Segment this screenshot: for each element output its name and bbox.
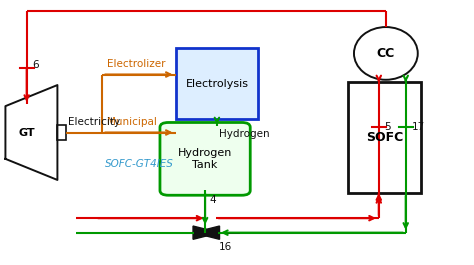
Text: 6: 6 (32, 60, 39, 70)
Bar (175, 48, 258, 119)
Text: SOFC: SOFC (366, 131, 403, 144)
Text: CC: CC (377, 47, 395, 60)
Polygon shape (193, 226, 219, 239)
Text: SOFC-GT4IES: SOFC-GT4IES (105, 159, 173, 169)
FancyBboxPatch shape (160, 122, 250, 195)
Text: 16: 16 (219, 242, 232, 252)
Text: Hydrogen
Tank: Hydrogen Tank (178, 148, 232, 170)
Text: Hydrogen: Hydrogen (219, 129, 270, 139)
Bar (57, 125, 66, 140)
Text: Electrolizer: Electrolizer (107, 59, 165, 69)
Polygon shape (193, 226, 219, 239)
Text: Electricity: Electricity (68, 117, 120, 127)
Bar (348, 82, 421, 193)
Text: 4: 4 (210, 195, 217, 205)
Text: Electrolysis: Electrolysis (185, 79, 248, 89)
Text: GT: GT (18, 127, 35, 138)
Text: 5: 5 (384, 122, 391, 132)
Text: Municipal: Municipal (107, 117, 157, 127)
Text: 17: 17 (411, 122, 425, 132)
